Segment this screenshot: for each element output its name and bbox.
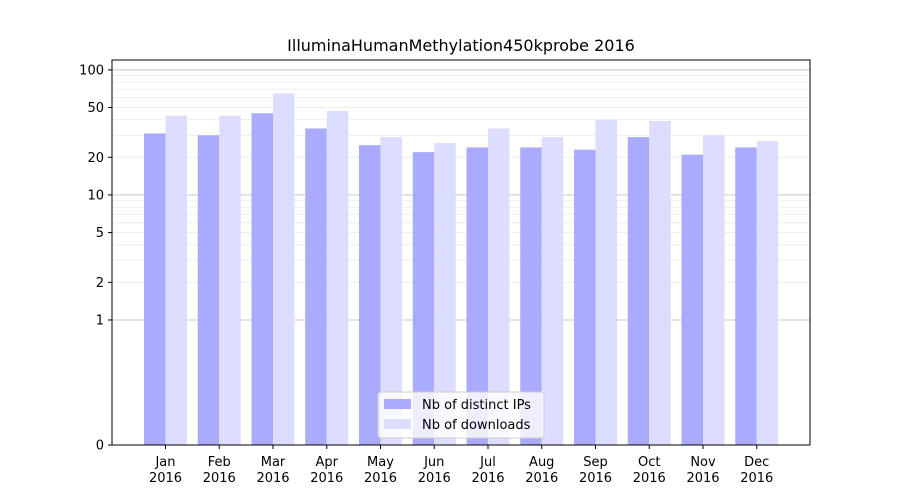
- y-tick-label: 20: [87, 151, 104, 166]
- legend-swatch: [384, 419, 411, 429]
- legend-swatch: [384, 399, 411, 409]
- x-tick-label: Feb 2016: [203, 455, 236, 486]
- y-tick-label: 2: [96, 276, 104, 291]
- y-tick-label: 100: [79, 63, 104, 78]
- legend-label: Nb of distinct IPs: [422, 398, 531, 413]
- bar-distinct-ips: [251, 113, 273, 445]
- x-tick-label: Oct 2016: [633, 455, 666, 486]
- bar-downloads: [219, 115, 241, 445]
- x-tick-label: Jul 2016: [471, 455, 504, 486]
- bar-distinct-ips: [735, 147, 757, 446]
- x-tick-label: Jun 2016: [418, 455, 451, 486]
- x-tick-label: May 2016: [364, 455, 397, 486]
- bar-downloads: [541, 137, 564, 445]
- bar-downloads: [649, 121, 671, 446]
- chart-title: IlluminaHumanMethylation450kprobe 2016: [287, 36, 635, 55]
- bar-downloads: [326, 110, 349, 445]
- y-tick-label: 1: [96, 313, 104, 328]
- x-tick-label: Sep 2016: [579, 455, 612, 486]
- plot-frame: [111, 59, 811, 446]
- x-tick-label: Nov 2016: [686, 455, 719, 486]
- y-tick-label: 5: [96, 226, 104, 241]
- bar-distinct-ips: [412, 152, 435, 445]
- bars: [144, 93, 779, 446]
- y-tick-label: 50: [87, 101, 104, 116]
- x-tick-label: Jan 2016: [149, 455, 182, 486]
- x-axis: Jan 2016 Feb 2016 Mar 2016 Apr 2016 May 2016 Jun 20…: [149, 445, 773, 486]
- bar-downloads: [380, 137, 402, 445]
- legend: Nb of distinct IPs Nb of downloads: [377, 391, 545, 439]
- x-tick-label: Dec 2016: [740, 455, 773, 486]
- bar-distinct-ips: [681, 154, 703, 446]
- bar-downloads: [488, 128, 510, 445]
- bar-downloads: [165, 115, 187, 445]
- legend-box: [377, 391, 545, 439]
- x-tick-label: Mar 2016: [256, 455, 289, 486]
- bar-distinct-ips: [627, 137, 650, 445]
- bar-downloads: [595, 119, 617, 446]
- bar-distinct-ips: [520, 147, 542, 446]
- bar-distinct-ips: [574, 149, 596, 446]
- legend-label: Nb of downloads: [422, 418, 531, 433]
- y-tick-label: 0: [96, 439, 104, 454]
- y-axis: 0 1 2 5 10 20 50 100: [79, 63, 112, 454]
- x-tick-label: Apr 2016: [310, 455, 343, 486]
- bar-downloads: [756, 140, 779, 445]
- bar-distinct-ips: [144, 133, 166, 445]
- bar-distinct-ips: [305, 128, 327, 445]
- y-tick-label: 10: [87, 188, 104, 203]
- bar-downloads: [434, 143, 456, 445]
- bar-downloads: [273, 93, 295, 446]
- bar-distinct-ips: [359, 145, 381, 445]
- bar-distinct-ips: [466, 147, 488, 446]
- bar-downloads: [703, 135, 725, 445]
- bar-distinct-ips: [197, 135, 220, 445]
- x-tick-label: Aug 2016: [525, 455, 558, 486]
